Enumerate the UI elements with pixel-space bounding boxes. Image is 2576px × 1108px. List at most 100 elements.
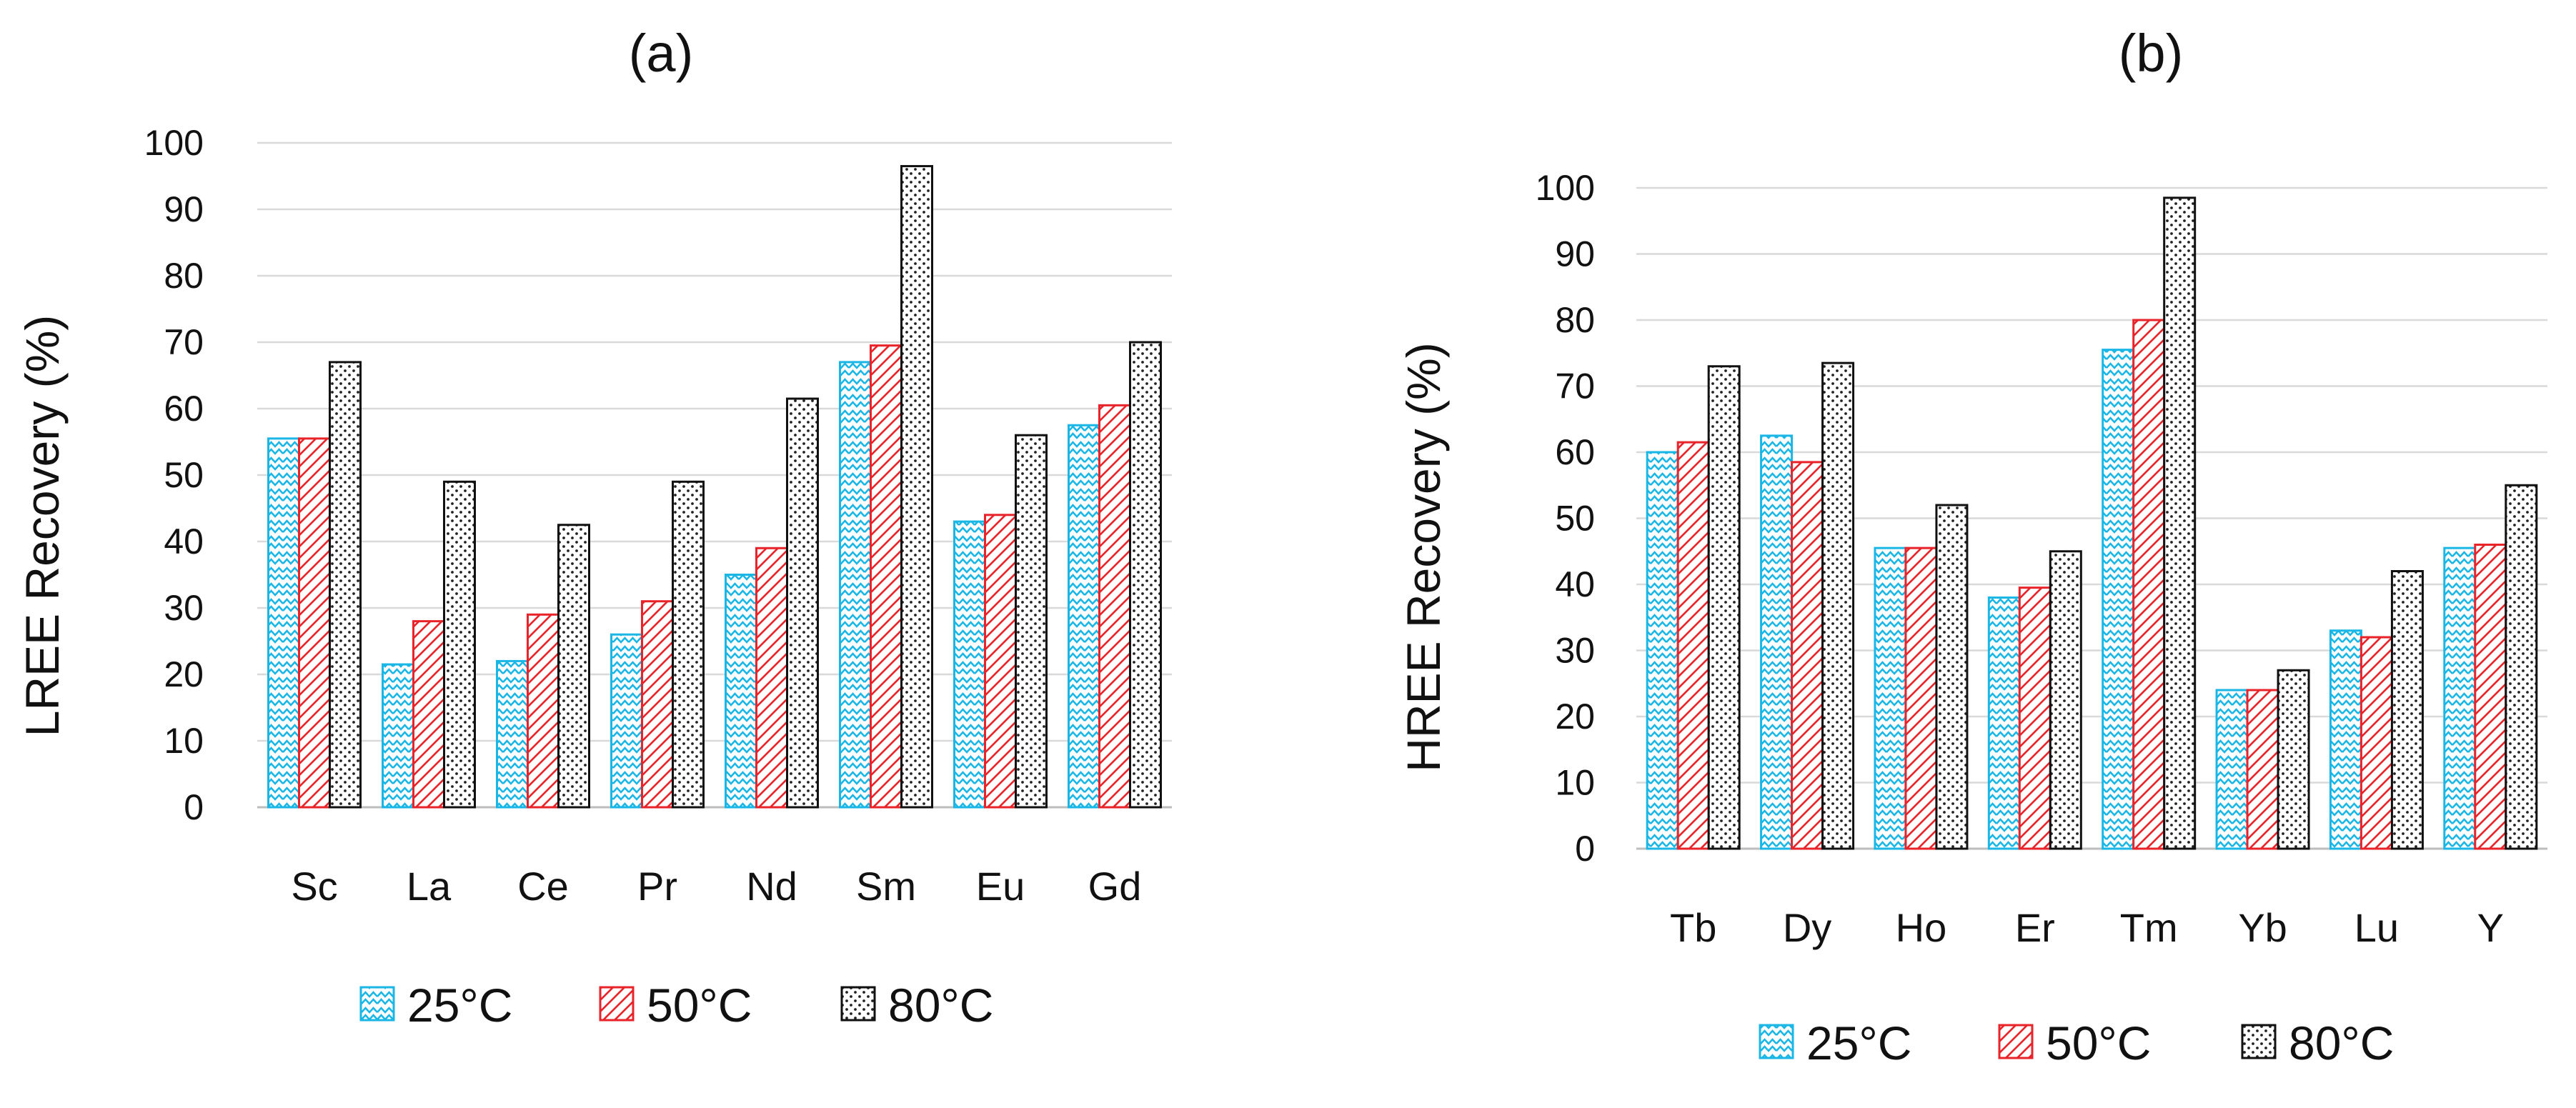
legend-swatch (599, 986, 635, 1022)
y-tick-label: 20 (164, 654, 204, 694)
bar-er-3 (2049, 550, 2082, 850)
y-tick-label: 20 (1555, 697, 1595, 737)
bar-yb-2 (2246, 689, 2279, 850)
category-label: Tm (2120, 905, 2178, 950)
bar-y-2 (2474, 544, 2507, 850)
legend-label: 50°C (647, 979, 752, 1032)
y-tick-label: 60 (1555, 432, 1595, 472)
bar-sm-2 (870, 344, 902, 809)
bar-lu-2 (2359, 636, 2393, 850)
legend-label: 80°C (2289, 1017, 2394, 1069)
y-tick-labels: 0 10 20 30 40 50 60 70 80 90 100 (1536, 168, 1595, 869)
legend-label: 50°C (2046, 1017, 2151, 1069)
y-tick-label: 30 (164, 588, 204, 628)
legend-swatch (840, 986, 876, 1022)
legend-swatch (1998, 1024, 2034, 1059)
y-tick-label: 60 (164, 389, 204, 429)
legend: 25°C 50°C 80°C (1759, 1017, 2394, 1069)
y-tick-label: 10 (164, 721, 204, 761)
bar-er-1 (1987, 597, 2021, 850)
category-label: Nd (746, 864, 797, 909)
y-tick-label: 80 (1555, 300, 1595, 340)
bar-lu-1 (2329, 629, 2362, 850)
bar-ce-1 (496, 659, 529, 809)
bar-la-2 (412, 620, 445, 809)
category-label: Y (2477, 905, 2504, 950)
chart-title: (b) (2119, 24, 2183, 83)
bar-pr-2 (641, 600, 674, 809)
bar-gd-3 (1129, 341, 1162, 809)
y-tick-label: 40 (1555, 564, 1595, 604)
category-label: Eu (976, 864, 1025, 909)
y-tick-label: 90 (164, 189, 204, 229)
category-label: Sm (856, 864, 916, 909)
category-label: Sc (291, 864, 337, 909)
y-tick-label: 40 (164, 521, 204, 562)
legend: 25°C 50°C 80°C (359, 979, 993, 1032)
panel-b: (b) HREE Recovery (%) 0 10 20 30 40 50 60 70 80 9… (1397, 24, 2547, 1069)
bar-dy-3 (1821, 361, 1855, 850)
category-labels: Tb Dy Ho Er Tm Yb Lu Y (1670, 905, 2504, 950)
legend-label: 80°C (888, 979, 993, 1032)
bar-yb-3 (2277, 669, 2310, 850)
bar-eu-3 (1015, 434, 1048, 809)
category-labels: Sc La Ce Pr Nd Sm Eu Gd (291, 864, 1141, 909)
bar-tb-3 (1707, 365, 1741, 850)
category-label: Pr (637, 864, 677, 909)
y-tick-label: 50 (164, 455, 204, 495)
bar-tm-3 (2163, 196, 2197, 850)
bar-yb-1 (2215, 689, 2249, 850)
category-label: Dy (1783, 905, 1831, 950)
bar-ce-3 (557, 524, 590, 809)
category-label: Ce (517, 864, 569, 909)
y-tick-label: 30 (1555, 631, 1595, 671)
category-label: Gd (1088, 864, 1142, 909)
y-tick-label: 100 (1536, 168, 1595, 208)
bar-tm-1 (2102, 349, 2135, 850)
y-tick-label: 70 (1555, 366, 1595, 406)
bar-sm-1 (839, 361, 872, 809)
bar-y-3 (2505, 484, 2538, 850)
bar-y-1 (2443, 546, 2477, 850)
bar-pr-3 (672, 480, 705, 809)
bar-eu-1 (953, 520, 986, 809)
bar-er-2 (2018, 587, 2052, 850)
bar-la-3 (443, 480, 476, 809)
bar-sc-2 (298, 437, 331, 809)
category-label: Ho (1896, 905, 1947, 950)
category-label: Lu (2354, 905, 2399, 950)
y-axis-label: HREE Recovery (%) (1397, 342, 1450, 772)
category-label: Tb (1670, 905, 1716, 950)
bar-sm-3 (900, 165, 933, 809)
bar-sc-1 (267, 437, 300, 809)
category-label: Er (2015, 905, 2055, 950)
bar-nd-2 (755, 546, 788, 809)
bar-tb-1 (1646, 451, 1679, 850)
category-label: La (407, 864, 452, 909)
bar-ho-3 (1935, 504, 1969, 850)
legend-swatch (1759, 1024, 1794, 1059)
bar-lu-3 (2390, 570, 2424, 850)
bar-tb-2 (1676, 441, 1710, 850)
bar-tm-2 (2132, 319, 2166, 850)
bar-ho-2 (1904, 546, 1938, 850)
y-tick-label: 70 (164, 322, 204, 362)
legend-swatch (359, 986, 395, 1022)
y-tick-label: 100 (144, 123, 204, 163)
y-tick-label: 10 (1555, 763, 1595, 803)
bar-dy-1 (1760, 434, 1794, 850)
bar-eu-2 (984, 514, 1017, 809)
bars (1646, 196, 2538, 850)
bars (267, 165, 1162, 809)
legend-label: 25°C (407, 979, 512, 1032)
legend-label: 25°C (1806, 1017, 1911, 1069)
y-tick-label: 90 (1555, 234, 1595, 274)
y-tick-label: 50 (1555, 499, 1595, 539)
chart-title: (a) (629, 24, 693, 83)
bar-dy-2 (1791, 461, 1824, 850)
y-tick-label: 0 (1575, 829, 1595, 869)
y-tick-label: 0 (184, 787, 204, 827)
y-tick-labels: 0 10 20 30 40 50 60 70 80 90 100 (144, 123, 204, 827)
bar-gd-2 (1098, 404, 1131, 809)
